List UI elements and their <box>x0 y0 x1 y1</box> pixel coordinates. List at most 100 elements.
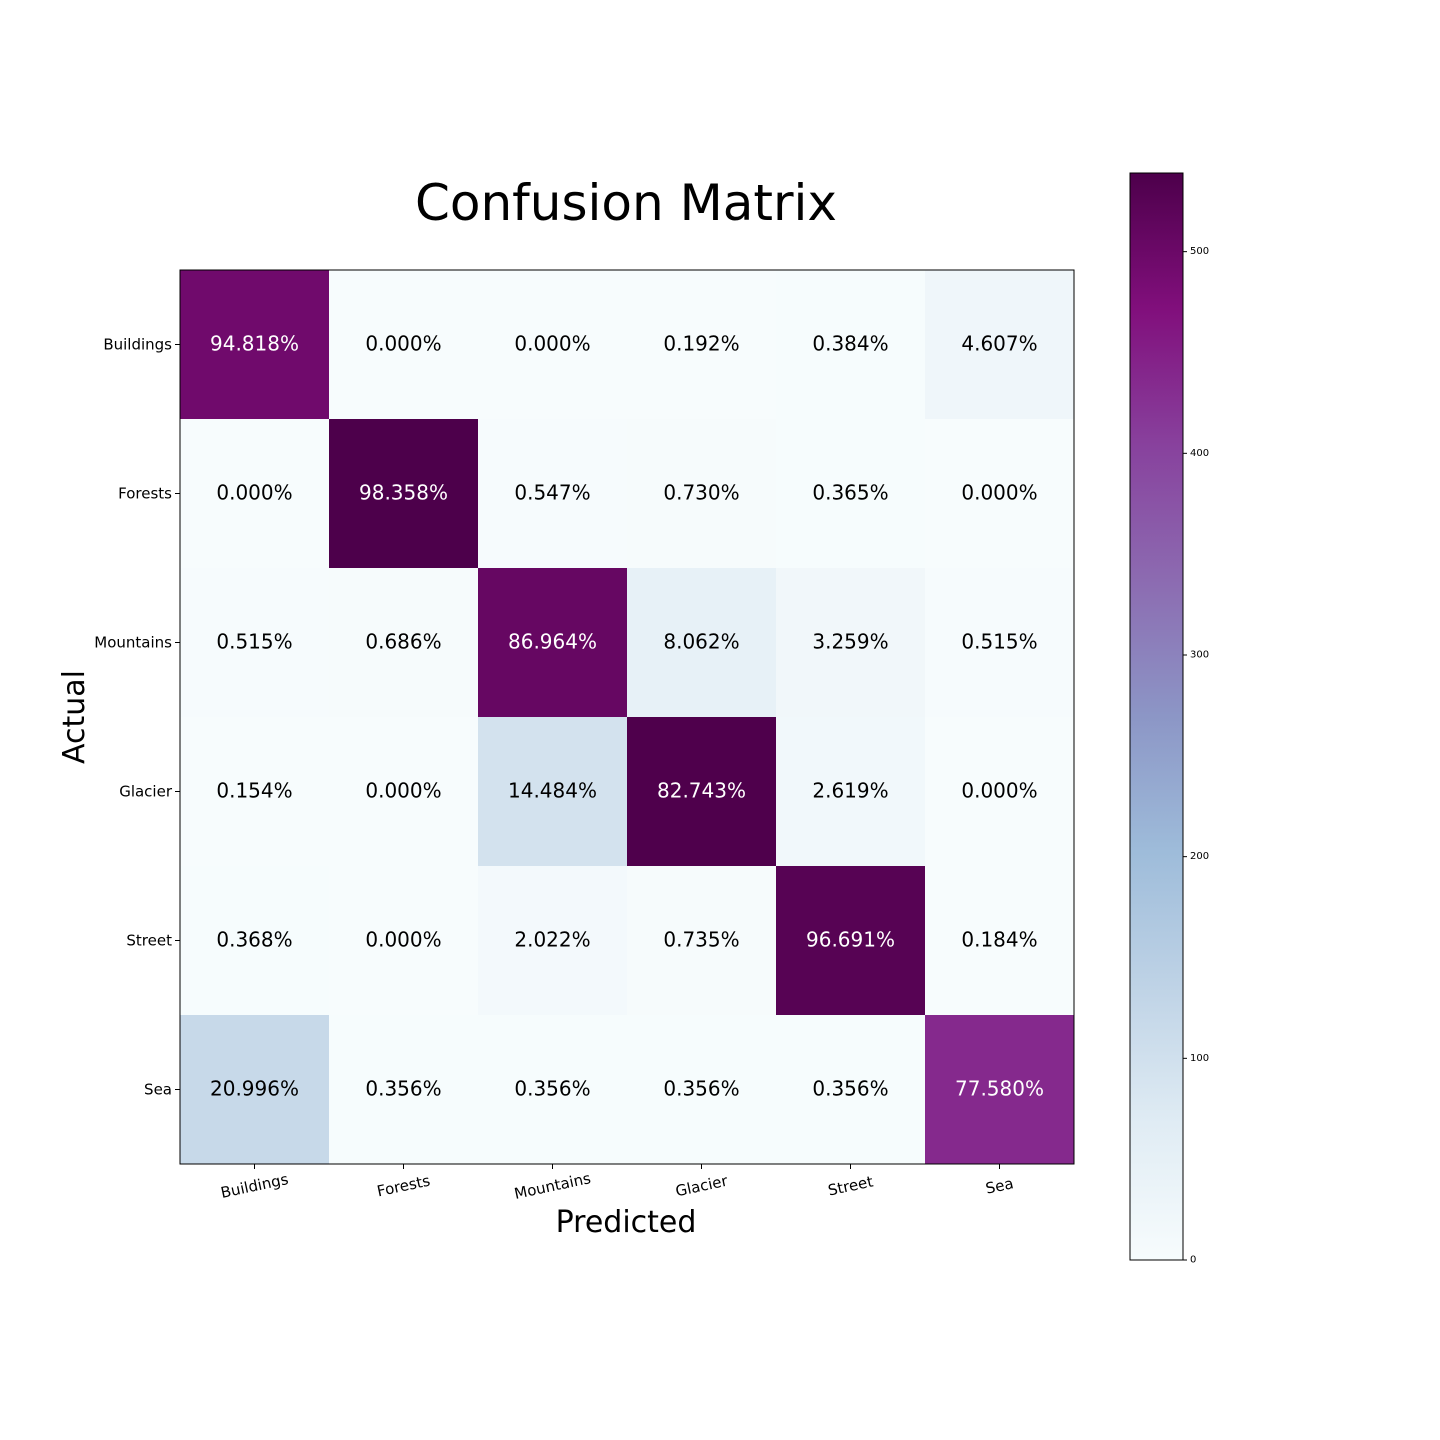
cell-label: 0.000% <box>365 332 441 356</box>
y-axis-ticks: Buildings Forests Mountains Glacier Street Se… <box>94 336 180 1099</box>
cell-label: 0.356% <box>812 1077 888 1101</box>
colorbar-ticks: 0 100 200 300 400 500 <box>1183 246 1209 1266</box>
colorbar <box>1129 172 1184 1261</box>
y-tick-label: Sea <box>144 1081 172 1099</box>
heatmap-cell <box>925 419 1075 569</box>
colorbar-tick-label: 100 <box>1190 1053 1209 1064</box>
cell-label: 0.000% <box>365 779 441 803</box>
cell-label: 0.686% <box>365 630 441 654</box>
heatmap-cell <box>627 270 777 420</box>
x-axis-ticks: Buildings Forests Mountains Glacier Street Se… <box>219 1164 1015 1203</box>
heatmap-cell <box>478 568 628 718</box>
x-tick-label: Mountains <box>513 1169 593 1203</box>
y-tick-label: Buildings <box>103 336 172 354</box>
heatmap-cell <box>478 717 628 867</box>
colorbar-tick-label: 400 <box>1190 448 1209 459</box>
cell-label: 77.580% <box>955 1077 1044 1101</box>
heatmap-cell <box>180 717 330 867</box>
heatmap-cell <box>180 270 330 420</box>
cell-label: 14.484% <box>508 779 597 803</box>
cell-label: 20.996% <box>210 1077 299 1101</box>
x-axis-label: Predicted <box>556 1205 697 1240</box>
heatmap-cell <box>329 270 479 420</box>
cell-label: 0.356% <box>663 1077 739 1101</box>
heatmap-cell <box>776 1015 926 1165</box>
cell-label: 0.356% <box>514 1077 590 1101</box>
cell-label: 0.356% <box>365 1077 441 1101</box>
y-tick-label: Mountains <box>94 634 172 652</box>
heatmap-cell <box>478 419 628 569</box>
heatmap-cell <box>776 270 926 420</box>
heatmap-cell <box>180 866 330 1016</box>
colorbar-tick-label: 300 <box>1190 649 1209 660</box>
cell-label: 0.000% <box>961 481 1037 505</box>
heatmap-cell <box>776 419 926 569</box>
heatmap-cell <box>627 866 777 1016</box>
heatmap-cell <box>329 717 479 867</box>
cell-label: 0.154% <box>216 779 292 803</box>
heatmap-cell <box>776 866 926 1016</box>
cell-label: 0.000% <box>216 481 292 505</box>
cell-label: 0.365% <box>812 481 888 505</box>
x-tick-label: Buildings <box>219 1170 290 1202</box>
cell-label: 0.000% <box>961 779 1037 803</box>
cell-label: 0.192% <box>663 332 739 356</box>
cell-label: 8.062% <box>663 630 739 654</box>
colorbar-tick-label: 500 <box>1190 246 1209 257</box>
y-axis-label: Actual <box>57 670 92 764</box>
cell-label: 4.607% <box>961 332 1037 356</box>
cell-label: 0.547% <box>514 481 590 505</box>
x-tick-label: Sea <box>984 1174 1015 1197</box>
heatmap-cell <box>180 419 330 569</box>
heatmap-cell <box>627 717 777 867</box>
chart-title: Confusion Matrix <box>415 174 837 232</box>
heatmap-cell <box>329 866 479 1016</box>
cell-label: 3.259% <box>812 630 888 654</box>
heatmap-cell <box>180 568 330 718</box>
heatmap-cell <box>776 568 926 718</box>
colorbar-tick-label: 0 <box>1190 1255 1196 1266</box>
cell-label: 82.743% <box>657 779 746 803</box>
heatmap-cell <box>627 568 777 718</box>
cell-label: 86.964% <box>508 630 597 654</box>
heatmap-cell <box>180 1015 330 1165</box>
colorbar-tick-label: 200 <box>1190 851 1209 862</box>
heatmap-cell <box>925 1015 1075 1165</box>
y-tick-label: Street <box>126 932 172 950</box>
heatmap-cell <box>329 568 479 718</box>
heatmap-cell <box>925 568 1075 718</box>
cell-label: 0.000% <box>514 332 590 356</box>
y-tick-label: Glacier <box>119 783 173 801</box>
heatmap-cell <box>925 866 1075 1016</box>
cell-label: 0.184% <box>961 928 1037 952</box>
cell-label: 0.384% <box>812 332 888 356</box>
cell-label: 0.730% <box>663 481 739 505</box>
heatmap-cell <box>329 1015 479 1165</box>
cell-label: 98.358% <box>359 481 448 505</box>
heatmap-cell <box>925 717 1075 867</box>
cell-label: 0.000% <box>365 928 441 952</box>
heatmap-cell <box>925 270 1075 420</box>
cell-label: 2.619% <box>812 779 888 803</box>
y-tick-label: Forests <box>118 485 172 503</box>
cell-label: 2.022% <box>514 928 590 952</box>
plot-frame <box>179 269 1075 1165</box>
cell-label: 0.735% <box>663 928 739 952</box>
heatmap-cell <box>478 270 628 420</box>
heatmap-cell <box>627 419 777 569</box>
cell-label: 0.515% <box>961 630 1037 654</box>
heatmap-cell <box>329 419 479 569</box>
heatmap-cell <box>627 1015 777 1165</box>
cell-label: 0.515% <box>216 630 292 654</box>
heatmap-cell <box>776 717 926 867</box>
x-tick-label: Street <box>826 1172 874 1199</box>
heatmap-cell <box>478 1015 628 1165</box>
cell-label: 94.818% <box>210 332 299 356</box>
x-tick-label: Forests <box>375 1172 432 1201</box>
cell-label: 0.368% <box>216 928 292 952</box>
cell-label: 96.691% <box>806 928 895 952</box>
heatmap-cells: 94.818% 0.000% 0.000% 0.192% 0.384% 4.607% 0.0… <box>180 270 1075 1165</box>
heatmap-cell <box>478 866 628 1016</box>
x-tick-label: Glacier <box>674 1172 730 1201</box>
